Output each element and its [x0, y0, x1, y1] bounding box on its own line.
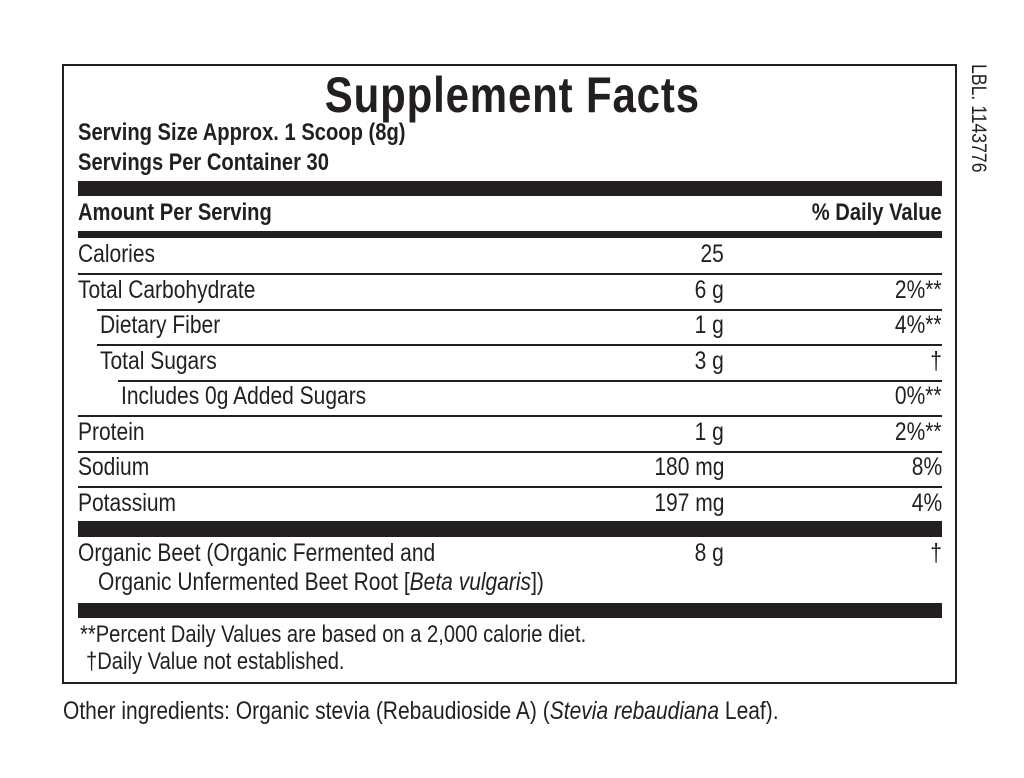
nutrient-amount: 25	[700, 240, 724, 268]
daily-value-header: % Daily Value	[812, 199, 942, 226]
amount-per-serving-header: Amount Per Serving	[78, 199, 272, 226]
nutrient-daily-value: 2%**	[895, 417, 942, 446]
nutrient-name: Dietary Fiber	[100, 311, 221, 339]
nutrient-amount: 1 g	[694, 311, 724, 339]
beet-name-line2: Organic Unfermented Beet Root [Beta vulg…	[98, 568, 544, 596]
nutrient-name: Sodium	[78, 453, 150, 481]
nutrient-daily-value: 4%	[911, 488, 942, 517]
nutrient-name: Total Sugars	[100, 346, 217, 375]
row-divider	[78, 273, 942, 275]
footnote-not-established: †Daily Value not established.	[86, 648, 345, 675]
servings-per-container: Servings Per Container 30	[78, 149, 329, 176]
nutrient-amount: 6 g	[694, 275, 724, 304]
serving-size: Serving Size Approx. 1 Scoop (8g)	[78, 119, 406, 146]
thick-divider	[78, 181, 942, 196]
nutrient-daily-value: 2%**	[895, 275, 942, 304]
other-ingredients: Other ingredients: Organic stevia (Rebau…	[63, 697, 779, 725]
row-divider	[97, 308, 942, 311]
nutrient-amount: 3 g	[694, 346, 724, 375]
nutrient-name: Includes 0g Added Sugars	[121, 382, 367, 410]
nutrient-name: Potassium	[78, 488, 177, 517]
nutrient-daily-value: †	[930, 346, 942, 375]
nutrient-daily-value: 0%**	[895, 382, 942, 410]
beet-dv: †	[930, 539, 942, 567]
nutrient-amount: 197 mg	[653, 488, 724, 517]
supplement-facts-panel	[62, 64, 957, 684]
beet-amount: 8 g	[694, 539, 724, 567]
thick-divider	[78, 603, 942, 618]
nutrient-daily-value: 4%**	[895, 311, 942, 339]
nutrient-name: Protein	[78, 417, 145, 446]
nutrient-name: Calories	[78, 240, 156, 268]
row-divider	[78, 450, 942, 453]
row-divider	[78, 415, 942, 417]
label-code: LBL. 1143776	[967, 64, 990, 173]
row-divider	[97, 344, 942, 346]
nutrient-name: Total Carbohydrate	[78, 275, 256, 304]
nutrient-daily-value: 8%	[911, 453, 942, 481]
nutrient-amount: 180 mg	[653, 453, 724, 481]
panel-title: Supplement Facts	[324, 67, 700, 123]
beet-name-line1: Organic Beet (Organic Fermented and	[78, 539, 436, 567]
medium-divider	[78, 231, 942, 238]
row-divider	[118, 379, 942, 382]
thick-divider	[78, 521, 942, 537]
row-divider	[78, 486, 942, 488]
footnote-dv: **Percent Daily Values are based on a 2,…	[80, 621, 587, 648]
nutrient-amount: 1 g	[694, 417, 724, 446]
